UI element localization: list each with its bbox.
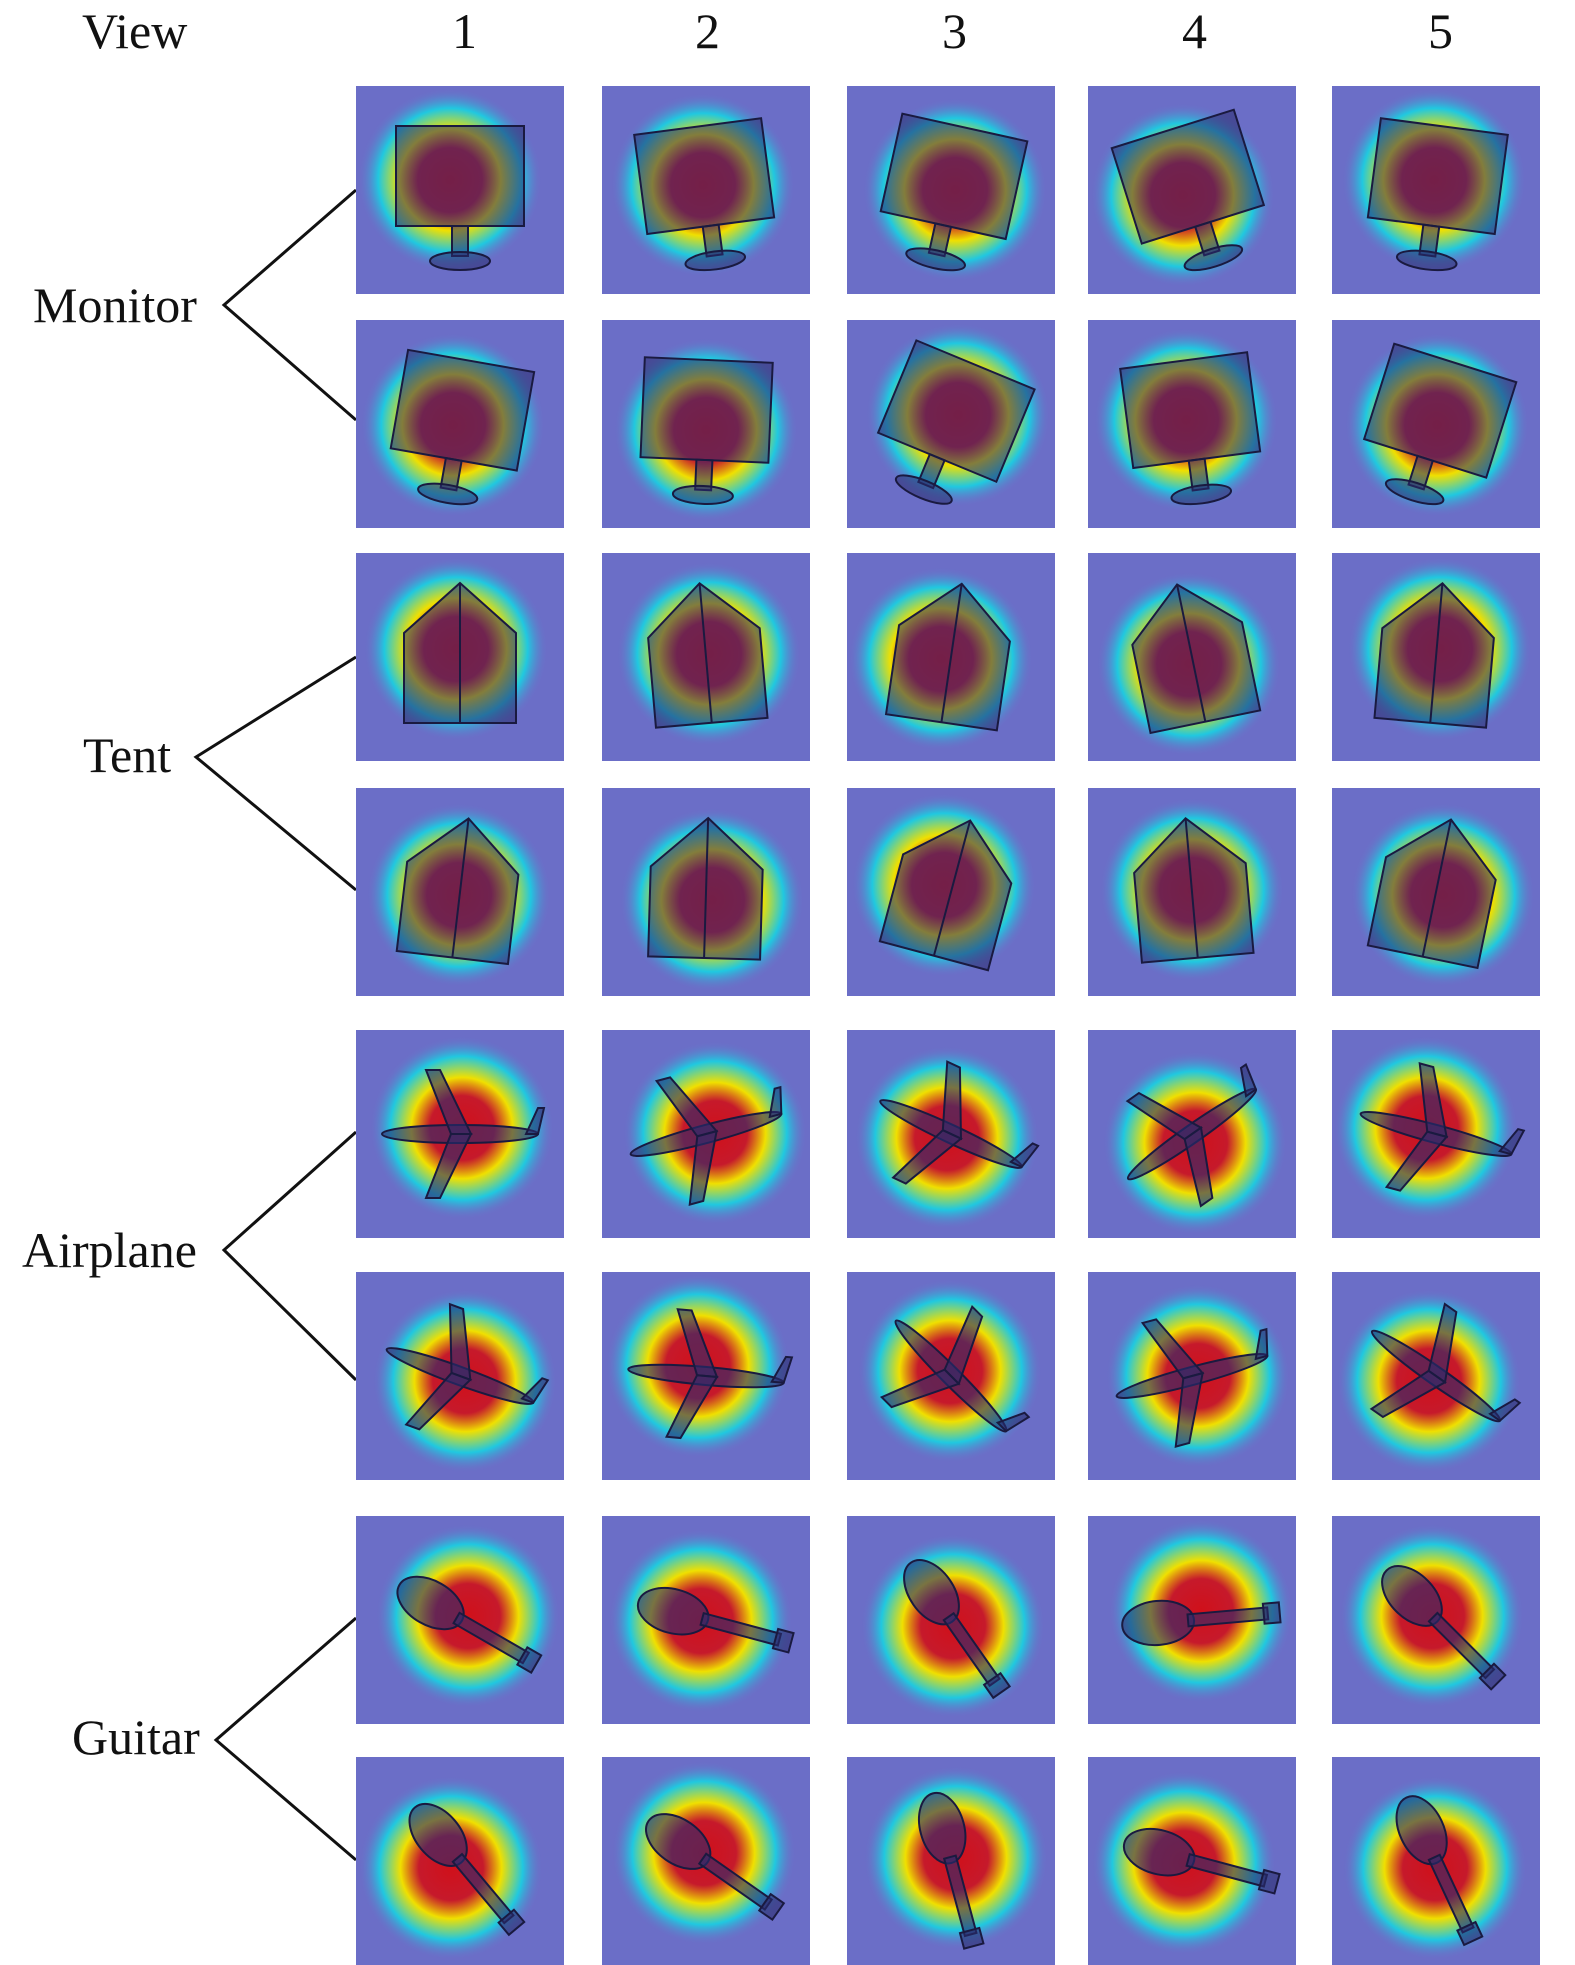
heatmap-tile-monitor-row1-view3 [847, 86, 1055, 294]
heatmap-tile-guitar-row1-view3 [847, 1516, 1055, 1724]
group-label-airplane: Airplane [22, 1222, 197, 1278]
heatmap-tile-monitor-row2-view3 [847, 320, 1055, 528]
heatmap-tile-monitor-row2-view1 [356, 320, 564, 528]
heatmap-tile-tent-row1-view5 [1332, 553, 1540, 761]
heatmap-tile-tent-row1-view3 [847, 553, 1055, 761]
heatmap-tile-guitar-row1-view5 [1332, 1516, 1540, 1724]
view-header-label: View [82, 3, 188, 59]
heatmap-tile-airplane-row1-view4 [1088, 1030, 1296, 1238]
heatmap-tile-airplane-row1-view1 [356, 1030, 564, 1238]
heatmap-tile-monitor-row2-view4 [1088, 320, 1296, 528]
heatmap-tile-guitar-row2-view5 [1332, 1757, 1540, 1965]
heatmap-tile-tent-row1-view2 [602, 553, 810, 761]
heatmap-tile-airplane-row2-view1 [356, 1272, 564, 1480]
group-label-monitor: Monitor [33, 277, 197, 333]
heatmap-tile-monitor-row1-view4 [1088, 86, 1296, 294]
heatmap-tile-tent-row2-view4 [1088, 788, 1296, 996]
heatmap-tile-airplane-row2-view2 [602, 1272, 810, 1480]
heatmap-tile-tent-row2-view2 [602, 788, 810, 996]
column-header-1: 1 [452, 3, 477, 59]
heatmap-tile-guitar-row1-view4 [1088, 1516, 1296, 1724]
group-label-guitar: Guitar [72, 1709, 200, 1765]
heatmap-tile-airplane-row2-view3 [847, 1272, 1055, 1480]
column-header-2: 2 [695, 3, 720, 59]
heatmap-tile-monitor-row1-view5 [1332, 86, 1540, 294]
column-header-4: 4 [1182, 3, 1207, 59]
heatmap-tile-guitar-row1-view2 [602, 1516, 810, 1724]
heatmap-tile-tent-row1-view1 [356, 553, 564, 761]
heatmap-tile-airplane-row2-view4 [1088, 1272, 1296, 1480]
heatmap-tile-tent-row1-view4 [1088, 553, 1296, 761]
column-header-3: 3 [942, 3, 967, 59]
heatmap-tile-monitor-row1-view2 [602, 86, 810, 294]
heatmap-tile-airplane-row1-view2 [602, 1030, 810, 1238]
column-header-5: 5 [1428, 3, 1453, 59]
heatmap-tile-monitor-row2-view5 [1332, 320, 1540, 528]
heatmap-tile-guitar-row2-view2 [602, 1757, 810, 1965]
heatmap-tile-guitar-row2-view3 [847, 1757, 1055, 1965]
heatmap-tile-monitor-row2-view2 [602, 320, 810, 528]
heatmap-tile-tent-row2-view5 [1332, 788, 1540, 996]
heatmap-tile-monitor-row1-view1 [356, 86, 564, 294]
heatmap-tile-tent-row2-view3 [847, 788, 1055, 996]
heatmap-tile-guitar-row1-view1 [356, 1516, 564, 1724]
heatmap-tile-tent-row2-view1 [356, 788, 564, 996]
heatmap-tile-airplane-row1-view5 [1332, 1030, 1540, 1238]
heatmap-tile-airplane-row1-view3 [847, 1030, 1055, 1238]
heatmap-tile-guitar-row2-view4 [1088, 1757, 1296, 1965]
group-label-tent: Tent [83, 727, 172, 783]
heatmap-tile-airplane-row2-view5 [1332, 1272, 1540, 1480]
heatmap-tile-guitar-row2-view1 [356, 1757, 564, 1965]
